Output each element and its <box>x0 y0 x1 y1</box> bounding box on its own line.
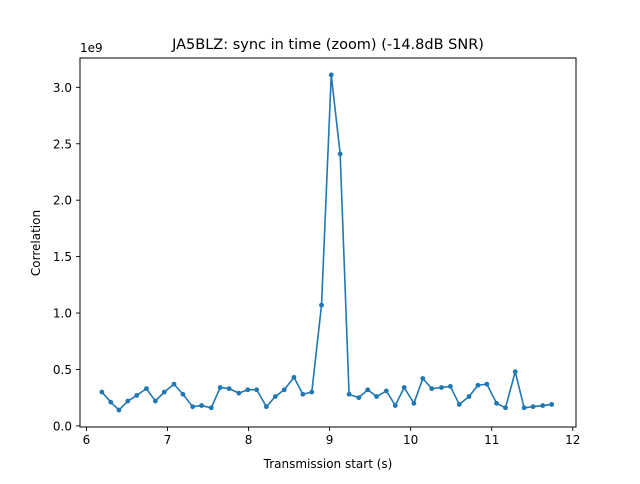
data-point <box>512 369 518 375</box>
data-point <box>291 374 297 380</box>
x-axis-ticks: 6 7 8 9 10 11 12 <box>83 427 580 447</box>
data-point <box>328 72 334 78</box>
data-point <box>116 407 122 413</box>
data-point <box>475 382 481 388</box>
data-point <box>199 403 204 408</box>
y-tick-label: 1.0 <box>53 307 72 321</box>
y-tick-label: 3.0 <box>53 81 72 95</box>
data-point <box>356 395 362 401</box>
data-point <box>217 385 223 390</box>
data-point <box>346 391 352 397</box>
data-point <box>456 402 462 407</box>
data-point <box>309 389 315 395</box>
data-point <box>264 404 269 410</box>
data-point <box>99 389 105 395</box>
data-point <box>144 386 149 392</box>
x-tick-label: 9 <box>326 433 334 447</box>
data-point <box>503 405 508 411</box>
x-tick-label: 11 <box>484 433 499 447</box>
x-tick-label: 12 <box>565 433 580 447</box>
data-point <box>245 387 251 393</box>
x-tick-label: 10 <box>403 433 418 447</box>
x-tick-label: 8 <box>245 433 253 447</box>
x-axis-label: Transmission start (s) <box>263 457 393 471</box>
data-point <box>190 404 196 410</box>
y-axis-offset-label: 1e9 <box>80 41 103 55</box>
data-point <box>494 400 499 406</box>
data-point <box>411 400 417 406</box>
data-point <box>300 391 306 397</box>
y-tick-label: 2.5 <box>53 137 72 151</box>
data-point <box>226 386 232 392</box>
y-tick-label: 0.0 <box>53 419 72 433</box>
y-tick-label: 1.5 <box>53 250 72 264</box>
data-point <box>383 388 389 394</box>
data-point <box>447 383 453 389</box>
data-point <box>125 398 131 404</box>
data-point <box>401 385 407 390</box>
x-tick-label: 6 <box>83 433 91 447</box>
data-point <box>374 394 380 399</box>
y-tick-label: 0.5 <box>53 363 72 377</box>
data-point <box>319 302 324 308</box>
data-point <box>521 405 527 411</box>
data-point <box>549 402 555 407</box>
data-point <box>180 391 186 397</box>
data-point <box>365 387 371 393</box>
data-point <box>466 394 472 399</box>
y-axis-ticks: 0.0 0.5 1.0 1.5 2.0 2.5 3.0 <box>53 81 80 433</box>
y-axis-label: Correlation <box>29 210 43 276</box>
data-point <box>272 394 278 399</box>
axes-frame <box>79 57 577 428</box>
data-point <box>429 386 435 392</box>
x-tick-label: 7 <box>164 433 172 447</box>
data-point <box>254 387 260 393</box>
chart-title: JA5BLZ: sync in time (zoom) (-14.8dB SNR… <box>171 37 484 53</box>
data-point <box>134 393 140 398</box>
data-point <box>540 403 546 408</box>
data-point <box>439 385 444 390</box>
data-point <box>392 403 398 408</box>
data-point <box>208 405 214 411</box>
data-point <box>530 404 536 410</box>
data-point <box>171 381 177 387</box>
data-point <box>420 376 426 381</box>
data-point <box>161 389 167 395</box>
data-point <box>281 387 287 393</box>
y-tick-label: 2.0 <box>53 194 72 208</box>
data-point <box>108 399 114 405</box>
plot-area <box>99 72 555 413</box>
data-point <box>337 151 343 157</box>
data-point <box>484 381 490 387</box>
data-point <box>236 390 242 396</box>
data-point <box>152 398 158 404</box>
